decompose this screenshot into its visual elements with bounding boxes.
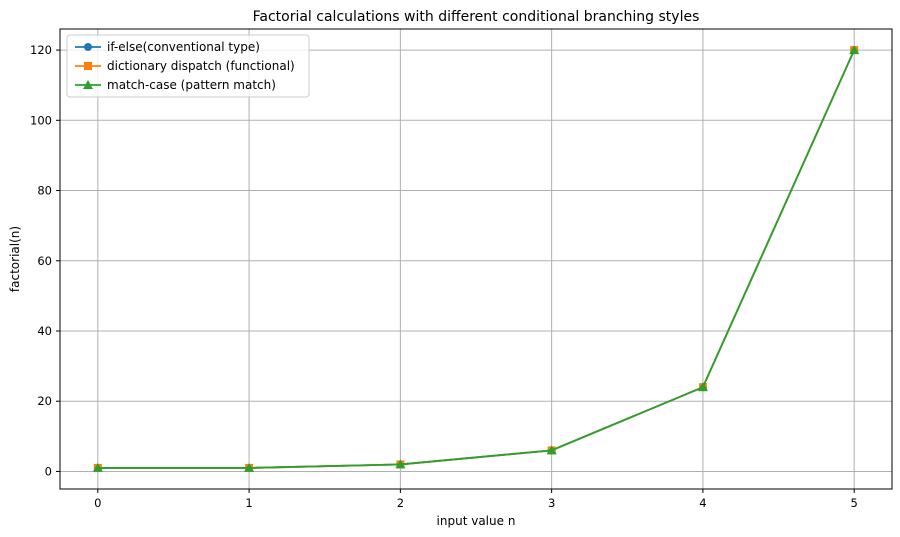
x-tick-label: 3 <box>548 496 555 510</box>
ticks: 0 1 2 3 4 5 0 20 40 60 80 100 120 <box>30 43 858 510</box>
x-tick-label: 5 <box>851 496 858 510</box>
data-point <box>697 382 708 392</box>
series-line <box>97 49 856 469</box>
legend-marker <box>84 43 92 51</box>
series-line <box>97 49 856 469</box>
data-point <box>546 445 557 455</box>
series-line <box>97 49 856 469</box>
grid <box>60 29 892 489</box>
legend-label: match-case (pattern match) <box>107 78 276 92</box>
x-tick-label: 0 <box>94 496 101 510</box>
legend-label: dictionary dispatch (functional) <box>107 59 295 73</box>
legend-item: if-else(conventional type) <box>75 40 260 54</box>
series-0 <box>93 46 859 472</box>
y-tick-label: 20 <box>37 394 52 408</box>
legend-item: match-case (pattern match) <box>75 78 276 92</box>
data-point <box>244 462 255 472</box>
legend-box <box>66 34 310 98</box>
legend-item: dictionary dispatch (functional) <box>75 59 295 73</box>
series-layer <box>92 45 860 472</box>
data-point <box>395 459 406 469</box>
legend-marker <box>84 62 92 70</box>
y-tick-label: 40 <box>37 324 52 338</box>
y-tick-label: 80 <box>37 184 52 198</box>
data-point <box>849 45 860 55</box>
series-2 <box>92 45 860 472</box>
legend-marker <box>83 80 93 89</box>
x-tick-label: 1 <box>245 496 252 510</box>
y-tick-label: 100 <box>30 113 52 127</box>
data-point <box>92 462 103 472</box>
y-tick-label: 0 <box>45 464 52 478</box>
plot-frame <box>59 28 893 490</box>
y-tick-label: 60 <box>37 254 52 268</box>
legend: if-else(conventional type) dictionary dis… <box>66 34 310 98</box>
x-tick-label: 4 <box>699 496 706 510</box>
legend-label: if-else(conventional type) <box>107 40 260 54</box>
chart-title: Factorial calculations with different co… <box>253 9 700 25</box>
y-tick-label: 120 <box>30 43 52 57</box>
series-1 <box>93 46 859 472</box>
x-tick-label: 2 <box>397 496 404 510</box>
x-axis-label: input value n <box>437 514 516 528</box>
y-axis-label: factorial(n) <box>8 226 22 292</box>
